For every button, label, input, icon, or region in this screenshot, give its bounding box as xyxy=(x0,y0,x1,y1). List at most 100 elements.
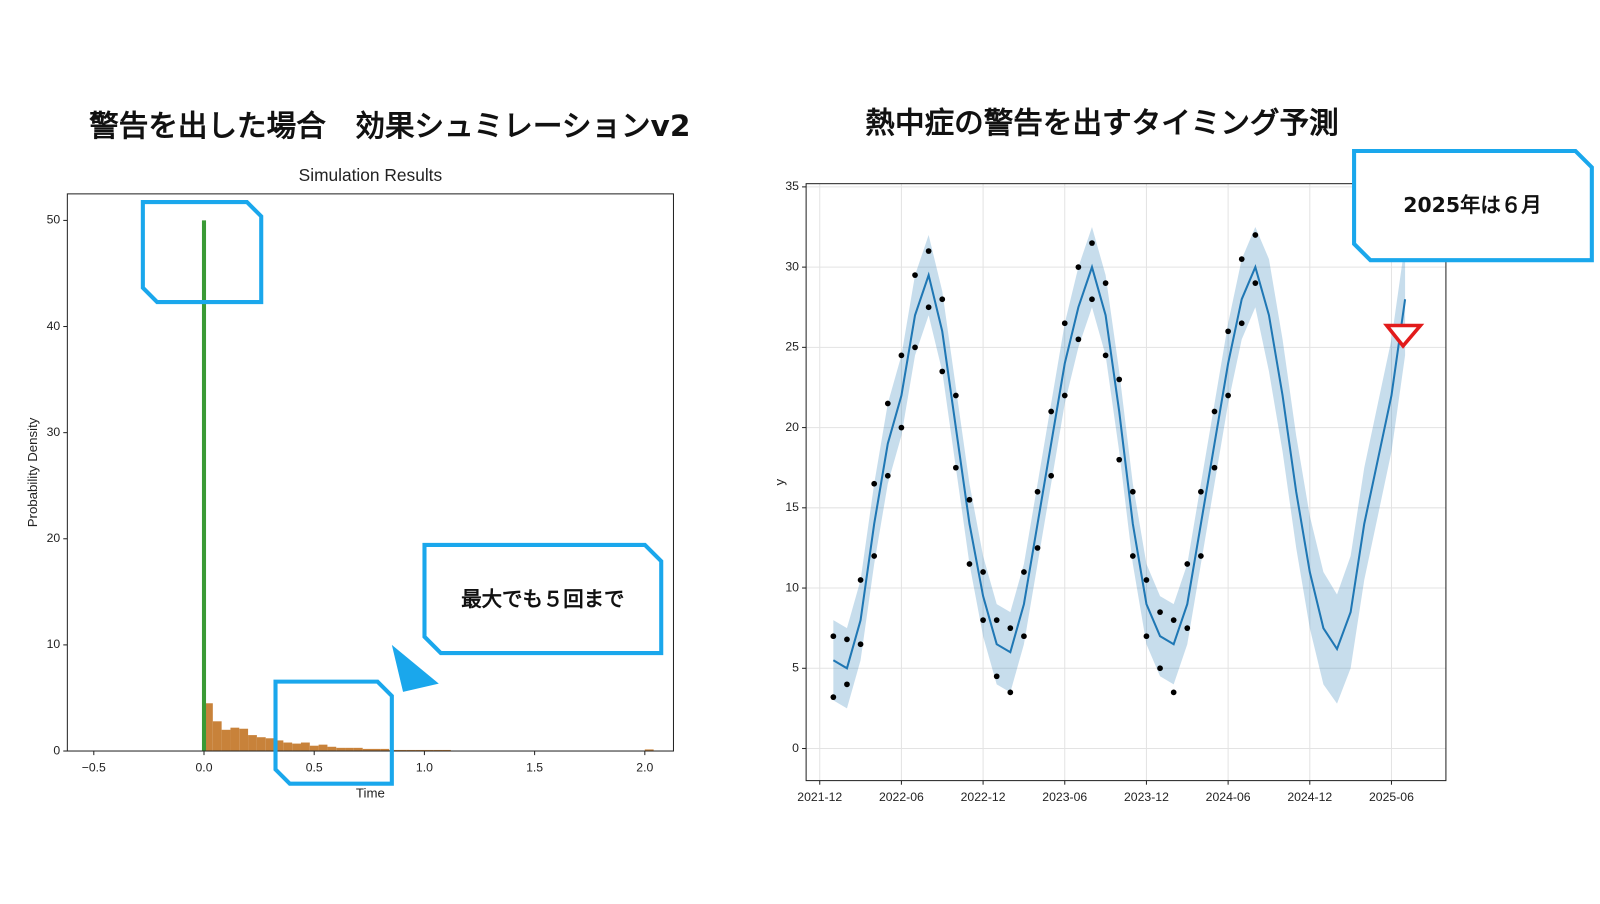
histogram-bar xyxy=(415,749,425,752)
observation-point xyxy=(844,636,850,643)
observation-point xyxy=(925,304,932,311)
observation-point xyxy=(1225,328,1231,335)
y-tick-label: 0 xyxy=(792,741,799,755)
histogram-bar xyxy=(433,749,443,752)
observation-point xyxy=(1211,408,1218,415)
observation-point xyxy=(939,368,946,375)
observation-point xyxy=(1061,320,1068,327)
x-tick-label: 0.0 xyxy=(195,761,212,775)
observation-point xyxy=(1252,232,1259,238)
plot-frame xyxy=(805,183,1447,782)
pointer xyxy=(391,644,439,692)
observation-point xyxy=(1143,577,1150,583)
observation-point xyxy=(1238,256,1245,262)
plot-frame xyxy=(66,193,674,752)
y-axis-label: y xyxy=(772,478,787,485)
observation-point xyxy=(1184,625,1191,632)
observation-point xyxy=(912,272,918,278)
observation-point xyxy=(993,617,1000,624)
observation-point xyxy=(1184,561,1191,567)
histogram-bar xyxy=(256,737,266,752)
histogram-bar xyxy=(371,748,381,752)
observation-point xyxy=(830,633,837,640)
histogram-bar xyxy=(274,740,284,752)
observation-point xyxy=(871,480,878,487)
observation-point xyxy=(939,296,946,303)
observation-point xyxy=(1170,617,1177,624)
histogram-bar xyxy=(212,721,222,752)
x-tick-label: −0.5 xyxy=(82,761,106,775)
observation-point xyxy=(1007,625,1014,632)
chart-title: Simulation Results xyxy=(299,165,443,185)
observation-point xyxy=(980,569,986,575)
histogram-bar xyxy=(380,748,390,752)
x-tick-label: 2.0 xyxy=(636,761,653,775)
histogram-bar xyxy=(644,749,654,752)
slide-title: 警告を出した場合 効果シュミレーションv2 xyxy=(89,109,690,143)
histogram-bar xyxy=(309,745,319,752)
observation-point xyxy=(1102,352,1109,359)
x-tick-label: 2023-12 xyxy=(1124,790,1169,804)
observation-point xyxy=(1157,665,1163,672)
histogram-bar xyxy=(283,742,293,752)
observation-point xyxy=(993,673,1000,680)
callout-box xyxy=(1352,148,1594,263)
y-tick-label: 10 xyxy=(47,637,61,651)
x-tick-label: 2022-12 xyxy=(961,790,1006,804)
histogram-bar xyxy=(327,746,337,752)
y-tick-label: 5 xyxy=(792,661,799,675)
y-tick-label: 0 xyxy=(53,743,60,757)
observation-point xyxy=(953,392,959,399)
x-tick-label: 2021-12 xyxy=(797,790,842,804)
y-tick-label: 50 xyxy=(47,213,61,227)
observation-point xyxy=(1102,280,1109,287)
observation-point xyxy=(1034,488,1041,495)
histogram-bar xyxy=(300,742,310,752)
histogram-bar xyxy=(442,749,451,752)
x-tick-label: 1.0 xyxy=(416,761,433,775)
histogram-bar xyxy=(204,703,213,752)
x-tick-label: 2022-06 xyxy=(879,790,924,804)
x-tick-label: 2023-06 xyxy=(1042,790,1087,804)
histogram-bar xyxy=(424,749,434,752)
x-tick-label: 2025-06 xyxy=(1369,790,1414,804)
histogram-bar xyxy=(248,735,257,752)
observation-point xyxy=(1034,545,1041,551)
observation-point xyxy=(857,577,864,583)
y-tick-label: 30 xyxy=(47,425,61,439)
callout-text: 最大でも５回まで xyxy=(461,587,624,611)
y-tick-label: 10 xyxy=(785,580,799,594)
y-tick-label: 15 xyxy=(785,500,799,514)
y-tick-label: 25 xyxy=(785,340,799,354)
y-tick-label: 35 xyxy=(785,179,799,193)
y-tick-label: 20 xyxy=(785,420,799,434)
highlight-box xyxy=(140,200,264,305)
y-axis-label: Probability Density xyxy=(25,417,40,527)
observation-point xyxy=(912,344,918,351)
observation-point xyxy=(1075,336,1082,343)
callout-text: 2025年は６月 xyxy=(1403,193,1541,217)
observation-point xyxy=(980,617,986,624)
observation-point xyxy=(1061,392,1068,399)
histogram-bar xyxy=(230,727,240,752)
observation-point xyxy=(925,248,932,254)
observation-point xyxy=(830,694,837,701)
x-tick-label: 0.5 xyxy=(306,761,323,775)
observation-point xyxy=(884,400,891,407)
observation-point xyxy=(898,424,905,431)
histogram-bar xyxy=(265,738,275,752)
observation-point xyxy=(1021,633,1027,640)
histogram-bar xyxy=(239,728,249,752)
observation-point xyxy=(1225,392,1231,399)
callout-box xyxy=(422,542,664,656)
observation-point xyxy=(1075,264,1082,270)
histogram-bar xyxy=(353,747,363,752)
y-tick-label: 40 xyxy=(47,319,61,333)
histogram-bar xyxy=(406,749,416,752)
observation-point xyxy=(1157,609,1163,615)
observation-point xyxy=(1198,553,1204,559)
x-tick-label: 2024-12 xyxy=(1287,790,1332,804)
observation-point xyxy=(1116,376,1123,383)
